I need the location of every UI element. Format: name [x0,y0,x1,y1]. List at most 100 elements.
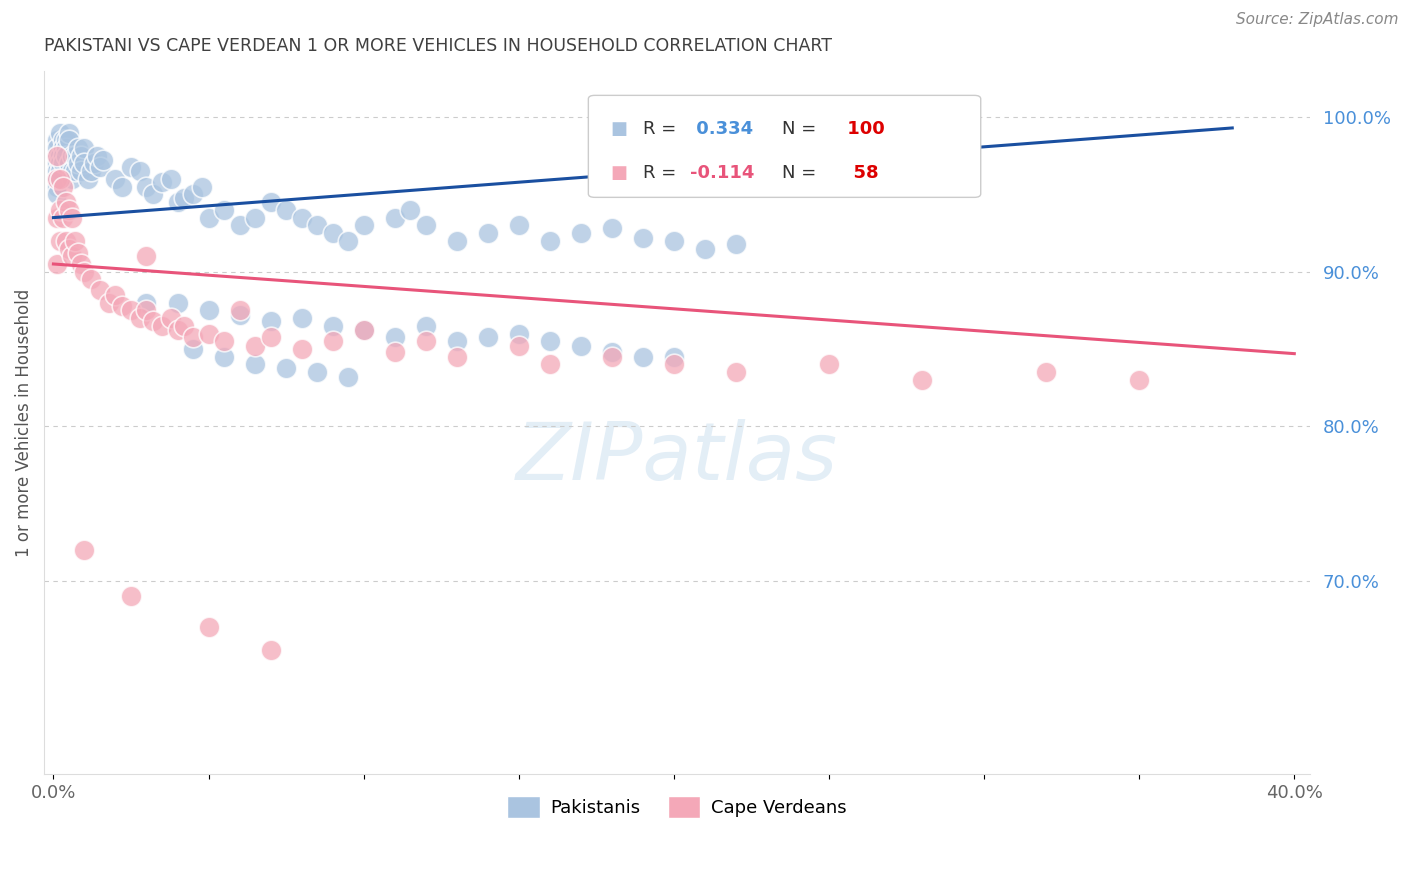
Point [1035,365,1057,379]
Text: ■: ■ [610,120,627,138]
Point [307,219,329,233]
Point [569,339,592,353]
Point [67,246,90,260]
Point [45,179,67,194]
Point [76,172,98,186]
Point [212,202,235,217]
Point [274,202,297,217]
Text: 58: 58 [842,164,879,182]
Point [89,283,111,297]
Point [353,323,375,337]
Point [693,242,716,256]
Point [55,195,77,210]
Point [98,295,121,310]
Point [538,334,561,349]
Point [120,590,142,604]
Point [911,373,934,387]
Point [181,329,204,343]
Point [166,323,188,337]
Point [291,211,314,225]
Point [120,303,142,318]
Point [337,234,360,248]
Text: ZIPatlas: ZIPatlas [516,418,838,497]
Point [58,156,80,170]
Point [150,175,173,189]
Text: 100: 100 [842,120,886,138]
Point [353,323,375,337]
Point [160,172,183,186]
Point [67,141,90,155]
Point [538,234,561,248]
Point [70,257,93,271]
Point [259,314,281,328]
Point [135,295,157,310]
Point [55,149,77,163]
Point [415,334,437,349]
Point [353,219,375,233]
Text: R =: R = [643,164,676,182]
Point [212,350,235,364]
Legend: Pakistanis, Cape Verdeans: Pakistanis, Cape Verdeans [501,789,853,825]
Point [52,141,75,155]
Point [538,358,561,372]
Point [415,318,437,333]
Point [58,126,80,140]
Point [60,211,83,225]
Point [52,179,75,194]
Point [48,149,70,163]
Point [384,211,406,225]
Point [508,219,530,233]
Y-axis label: 1 or more Vehicles in Household: 1 or more Vehicles in Household [15,288,32,557]
Point [135,179,157,194]
Point [228,308,250,322]
Point [45,257,67,271]
Point [48,156,70,170]
Point [322,226,344,240]
Point [45,211,67,225]
Point [45,172,67,186]
Point [600,345,623,359]
Point [58,202,80,217]
Point [508,339,530,353]
Point [45,141,67,155]
Point [55,141,77,155]
Text: PAKISTANI VS CAPE VERDEAN 1 OR MORE VEHICLES IN HOUSEHOLD CORRELATION CHART: PAKISTANI VS CAPE VERDEAN 1 OR MORE VEHI… [44,37,832,55]
Point [569,226,592,240]
Point [48,172,70,186]
Point [600,350,623,364]
Point [197,620,219,634]
Point [89,160,111,174]
Point [60,172,83,186]
Point [111,299,134,313]
Point [212,334,235,349]
Point [111,179,134,194]
Point [337,369,360,384]
Point [45,172,67,186]
Point [55,234,77,248]
Point [52,149,75,163]
Point [104,288,127,302]
Point [1128,373,1150,387]
Point [73,543,96,558]
Point [58,133,80,147]
Point [243,211,266,225]
Point [307,365,329,379]
Point [63,164,86,178]
Point [274,360,297,375]
Point [45,149,67,163]
Text: N =: N = [782,164,817,182]
Point [86,149,108,163]
Text: 0.334: 0.334 [689,120,752,138]
Point [79,164,101,178]
Point [197,211,219,225]
Point [181,342,204,356]
Point [60,249,83,263]
Point [259,195,281,210]
Point [83,156,105,170]
Point [291,311,314,326]
Point [45,133,67,147]
Point [259,329,281,343]
Point [631,230,654,244]
Point [243,339,266,353]
Point [129,164,152,178]
